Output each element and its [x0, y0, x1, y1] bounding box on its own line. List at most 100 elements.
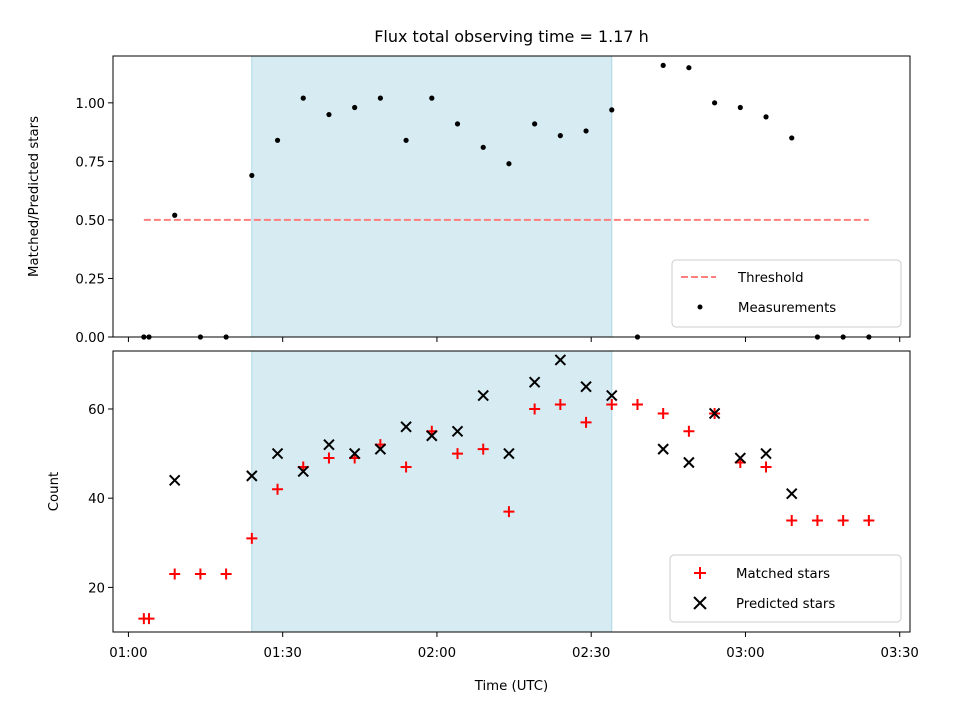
- top-legend-frame: [671, 259, 902, 328]
- x-tick-label: 03:30: [881, 646, 919, 661]
- measurement-point: [763, 114, 769, 120]
- x-tick-label: 02:00: [418, 646, 456, 661]
- top-y-axis-label: Matched/Predicted stars: [27, 116, 42, 277]
- bottom-panel: 20 40 60 01:00 01:30 02:00 02:30 03:00 03:30 Ti…: [47, 350, 919, 694]
- predicted-star-point: [271, 447, 284, 460]
- matched-star-point: [503, 506, 515, 518]
- x-axis-label: Time (UTC): [474, 679, 549, 694]
- matched-star-point: [323, 452, 335, 464]
- y-tick-label: 40: [88, 492, 105, 507]
- matched-star-point: [657, 407, 669, 419]
- matched-star-point: [554, 399, 566, 411]
- matched-star-point: [786, 514, 798, 526]
- bottom-marks: [138, 354, 875, 625]
- matched-star-point: [400, 461, 412, 473]
- measurement-point: [454, 121, 461, 127]
- measurement-point: [429, 95, 435, 101]
- bottom-y-axis-label: Count: [47, 472, 62, 512]
- x-tick-label: 03:00: [726, 646, 764, 661]
- legend-predicted-swatch: [693, 596, 707, 610]
- measurement-point: [686, 65, 692, 71]
- x-tick-label: 01:30: [264, 646, 302, 661]
- matched-star-point: [683, 425, 695, 437]
- legend-threshold-label: Threshold: [737, 271, 804, 286]
- top-panel: 0.00 0.25 0.50 0.75 1.00 Flux total observin…: [27, 27, 911, 346]
- bottom-y-ticks: 20 40 60: [88, 403, 113, 596]
- predicted-star-point: [657, 443, 669, 455]
- predicted-star-point: [477, 389, 489, 402]
- predicted-star-point: [451, 425, 464, 437]
- measurement-point: [557, 133, 563, 139]
- measurement-point: [326, 111, 332, 118]
- measurement-point: [403, 137, 409, 143]
- matched-star-point: [143, 613, 155, 625]
- measurement-point: [583, 128, 589, 134]
- y-tick-label: 60: [88, 403, 105, 418]
- matched-star-point: [811, 514, 823, 526]
- predicted-star-point: [246, 470, 258, 482]
- measurement-point: [660, 62, 666, 68]
- predicted-star-point: [297, 465, 309, 478]
- matched-star-point: [606, 399, 618, 411]
- predicted-star-point: [374, 443, 387, 455]
- predicted-star-point: [683, 456, 695, 469]
- y-tick-label: 20: [88, 581, 105, 596]
- bottom-legend: Matched stars Predicted stars: [669, 554, 902, 623]
- top-y-ticks: 0.00 0.25 0.50 0.75 1.00: [75, 97, 113, 346]
- matched-star-point: [169, 568, 181, 580]
- matched-star-point: [580, 416, 592, 428]
- predicted-star-point: [606, 389, 618, 402]
- chart-title: Flux total observing time = 1.17 h: [374, 27, 649, 46]
- bottom-axes-frame: [112, 350, 911, 633]
- measurement-point: [172, 212, 178, 218]
- predicted-star-point: [708, 407, 721, 420]
- y-tick-label: 0.25: [75, 272, 105, 287]
- legend-matched-label: Matched stars: [736, 567, 830, 582]
- x-tick-label: 01:00: [109, 646, 147, 661]
- measurement-point: [712, 100, 718, 106]
- bottom-highlight-span: [251, 350, 613, 633]
- legend-matched-swatch: [694, 567, 706, 579]
- matched-star-point: [272, 483, 284, 495]
- predicted-star-point: [323, 438, 335, 451]
- measurement-point: [480, 144, 486, 150]
- y-tick-label: 1.00: [75, 97, 105, 112]
- top-marks: [141, 62, 872, 340]
- top-highlight-span: [251, 55, 613, 338]
- predicted-star-point: [554, 354, 567, 366]
- legend-predicted-label: Predicted stars: [736, 597, 835, 612]
- predicted-star-point: [528, 376, 541, 388]
- predicted-star-point: [580, 380, 592, 393]
- measurement-point: [609, 107, 615, 113]
- measurement-point: [532, 121, 538, 127]
- legend-measurements-label: Measurements: [738, 301, 836, 316]
- matched-star-point: [631, 399, 643, 411]
- legend-measurements-swatch: [697, 304, 703, 310]
- measurement-point: [352, 104, 358, 111]
- measurement-point: [506, 161, 512, 167]
- matched-star-point: [246, 532, 258, 544]
- matched-star-point: [477, 443, 489, 455]
- predicted-star-point: [503, 447, 515, 460]
- bottom-x-ticks: 01:00 01:30 02:00 02:30 03:00 03:30: [109, 632, 919, 661]
- top-legend: Threshold Measurements: [671, 259, 902, 328]
- measurement-point: [737, 104, 743, 111]
- predicted-star-point: [760, 447, 772, 460]
- matched-star-point: [529, 403, 541, 415]
- measurement-point: [249, 172, 255, 179]
- y-tick-label: 0.50: [75, 214, 105, 229]
- y-tick-label: 0.00: [75, 331, 105, 346]
- matched-star-point: [452, 448, 464, 460]
- x-tick-label: 02:30: [572, 646, 610, 661]
- measurement-point: [274, 137, 281, 143]
- top-axes-frame: [112, 55, 911, 338]
- measurement-point: [377, 95, 383, 101]
- top-x-ticks: [127, 337, 901, 342]
- predicted-star-point: [348, 447, 361, 460]
- y-tick-label: 0.75: [75, 155, 105, 170]
- measurement-point: [300, 95, 306, 101]
- matched-star-point: [194, 568, 206, 580]
- predicted-star-point: [400, 421, 412, 433]
- predicted-star-point: [168, 474, 181, 487]
